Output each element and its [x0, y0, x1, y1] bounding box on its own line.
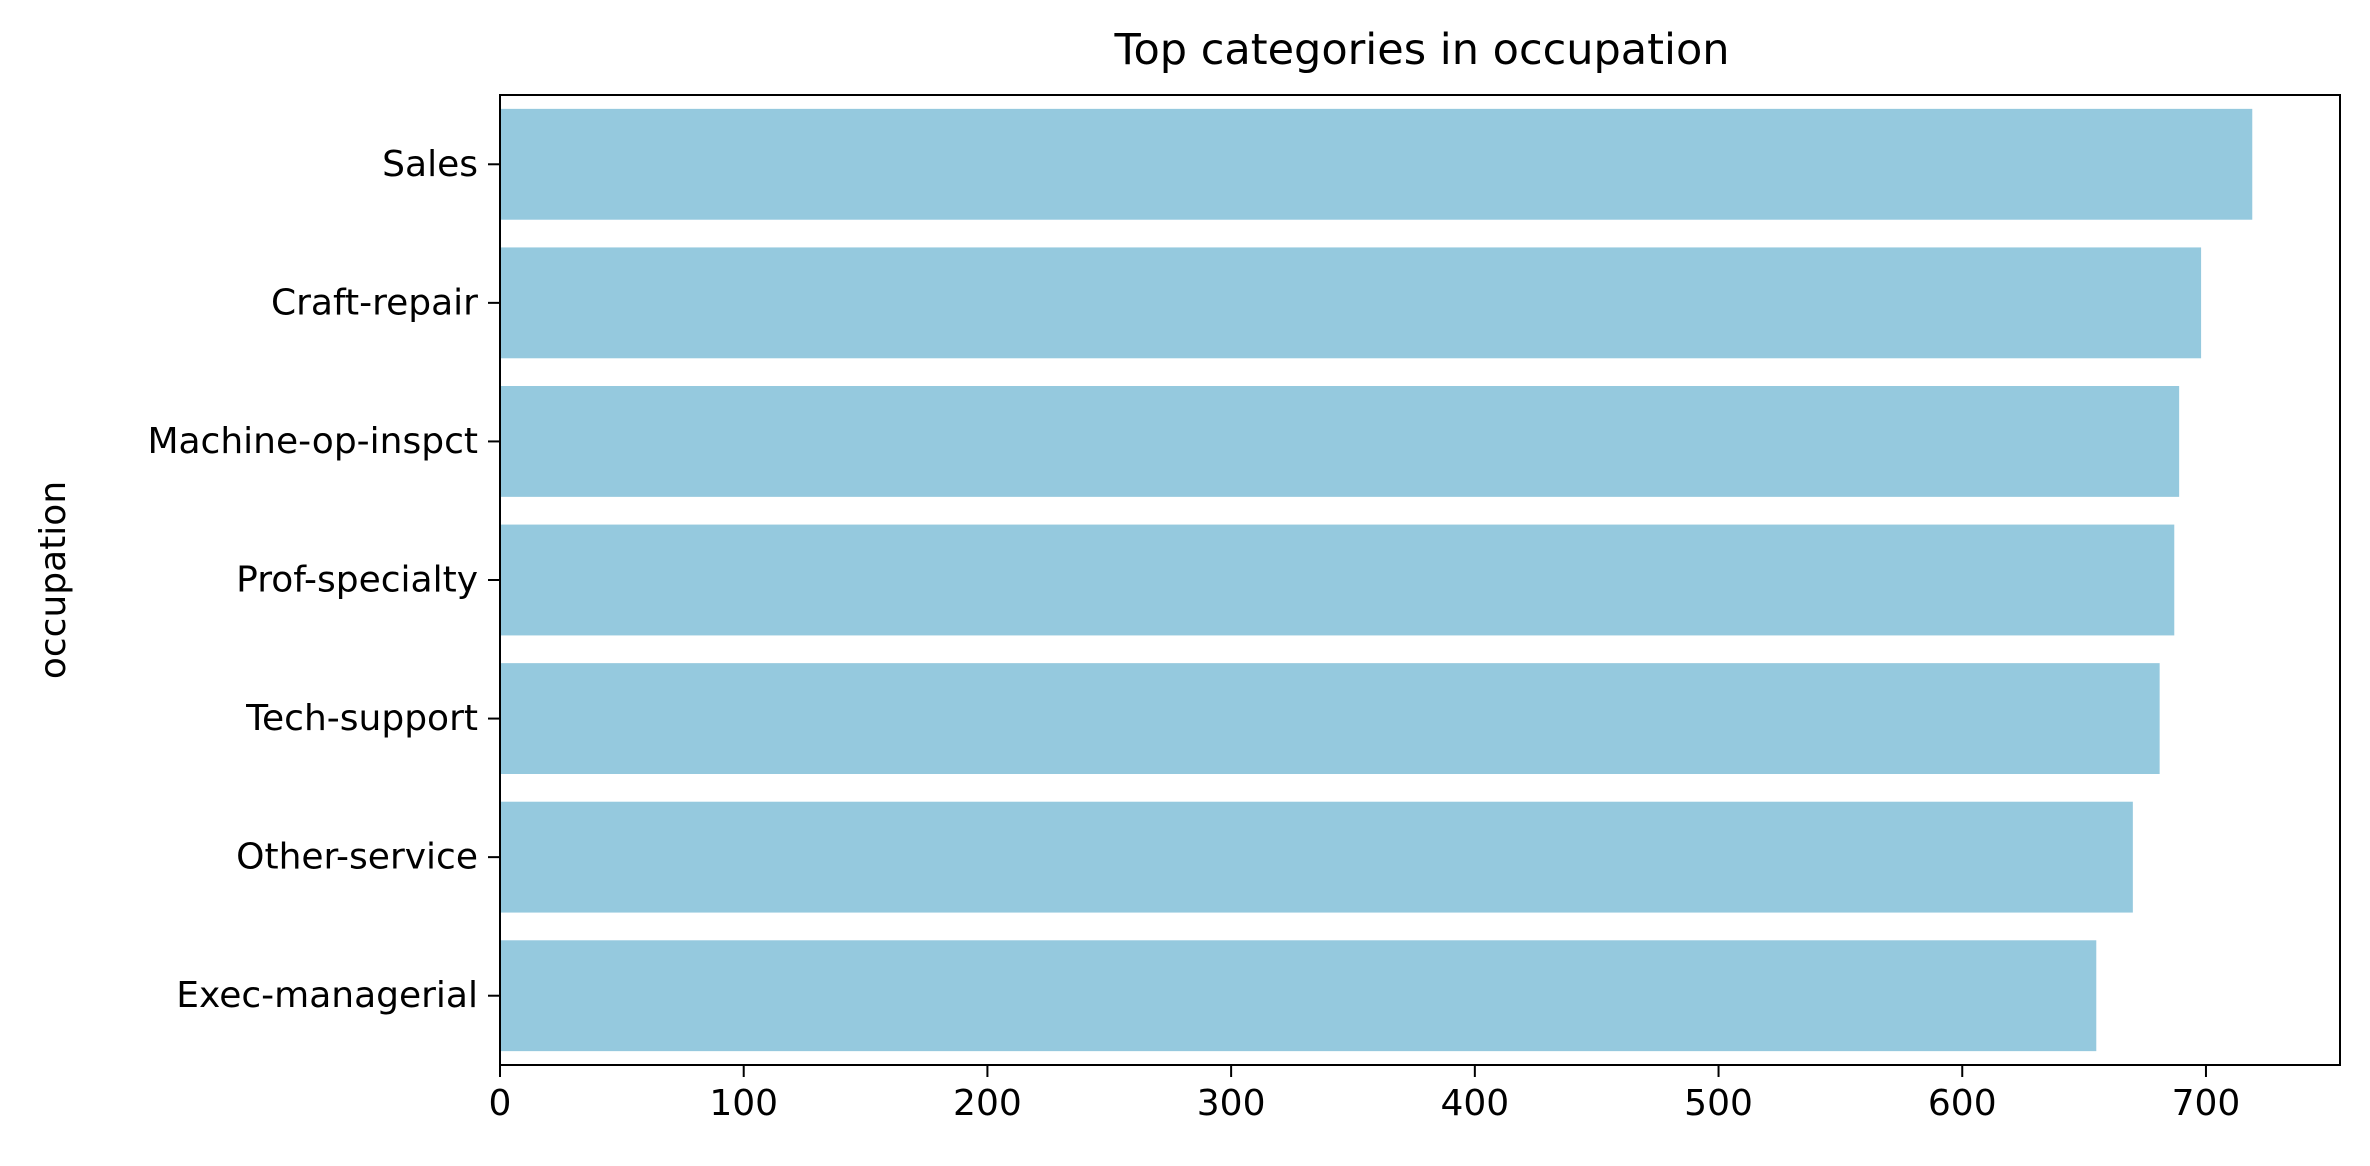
y-tick-label: Prof-specialty	[236, 560, 478, 601]
bar-prof-specialty	[500, 524, 2175, 636]
x-tick-label: 100	[709, 1083, 778, 1124]
x-tick-label: 500	[1684, 1083, 1753, 1124]
y-ticks-layer: Sales Craft-repair Machine-op-inspct Prof-s…	[147, 144, 500, 1016]
plot-frame	[499, 94, 2341, 1066]
y-tick-label: Sales	[382, 144, 478, 185]
bar-tech-support	[500, 663, 2160, 774]
bar-sales	[500, 108, 2253, 220]
x-tick-label: 700	[2172, 1083, 2241, 1124]
bars-layer	[500, 108, 2253, 1052]
x-tick-label: 0	[489, 1083, 512, 1124]
chart-title: Top categories in occupation	[1113, 25, 1729, 75]
bar-other-service	[500, 801, 2133, 913]
y-tick-label: Craft-repair	[271, 282, 478, 323]
bar-exec-managerial	[500, 940, 2097, 1052]
bar-craft-repair	[500, 247, 2202, 359]
x-tick-label: 400	[1440, 1083, 1509, 1124]
x-ticks-layer: 0 100 200 300 400 500 600 700	[489, 1065, 2241, 1124]
bar-machine-op-inspct	[500, 386, 2180, 497]
y-tick-label: Exec-managerial	[176, 975, 478, 1016]
y-tick-label: Machine-op-inspct	[147, 421, 478, 462]
x-tick-label: 200	[953, 1083, 1022, 1124]
y-tick-label: Other-service	[236, 837, 478, 878]
y-tick-label: Tech-support	[245, 698, 478, 739]
y-axis-label: occupation	[33, 481, 74, 679]
x-tick-label: 300	[1197, 1083, 1266, 1124]
x-tick-label: 600	[1928, 1083, 1997, 1124]
